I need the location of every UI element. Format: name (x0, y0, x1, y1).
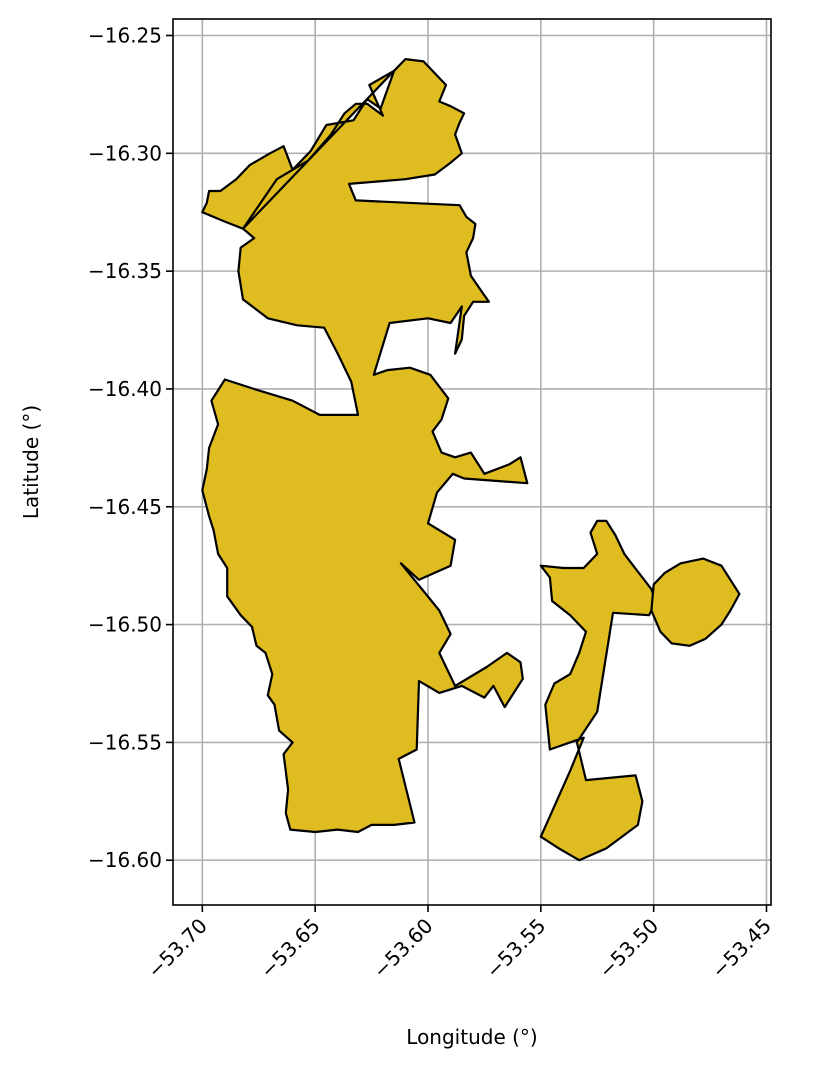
x-tick-label: −53.60 (368, 914, 437, 983)
x-tick-label: −53.50 (594, 914, 663, 983)
y-tick-label: −16.55 (88, 730, 162, 754)
plot-frame (172, 18, 772, 906)
x-axis-label: Longitude (°) (406, 1025, 537, 1049)
y-axis-label: Latitude (°) (19, 405, 43, 519)
x-tick-label: −53.65 (255, 914, 324, 983)
y-tick-label: −16.40 (88, 377, 162, 401)
region-polygon-west (201, 57, 529, 834)
y-tick-label: −16.60 (88, 848, 162, 872)
y-tick-label: −16.50 (88, 613, 162, 637)
region-polygon-east (650, 557, 741, 647)
region-polygon-south (539, 519, 658, 862)
y-tick-label: −16.45 (88, 495, 162, 519)
x-tick-label: −53.55 (481, 914, 550, 983)
x-tick-label: −53.45 (707, 914, 776, 983)
y-tick-label: −16.30 (88, 141, 162, 165)
y-tick-label: −16.35 (88, 259, 162, 283)
y-tick-label: −16.25 (88, 23, 162, 47)
x-tick-label: −53.70 (143, 914, 212, 983)
region-layer (201, 57, 741, 862)
